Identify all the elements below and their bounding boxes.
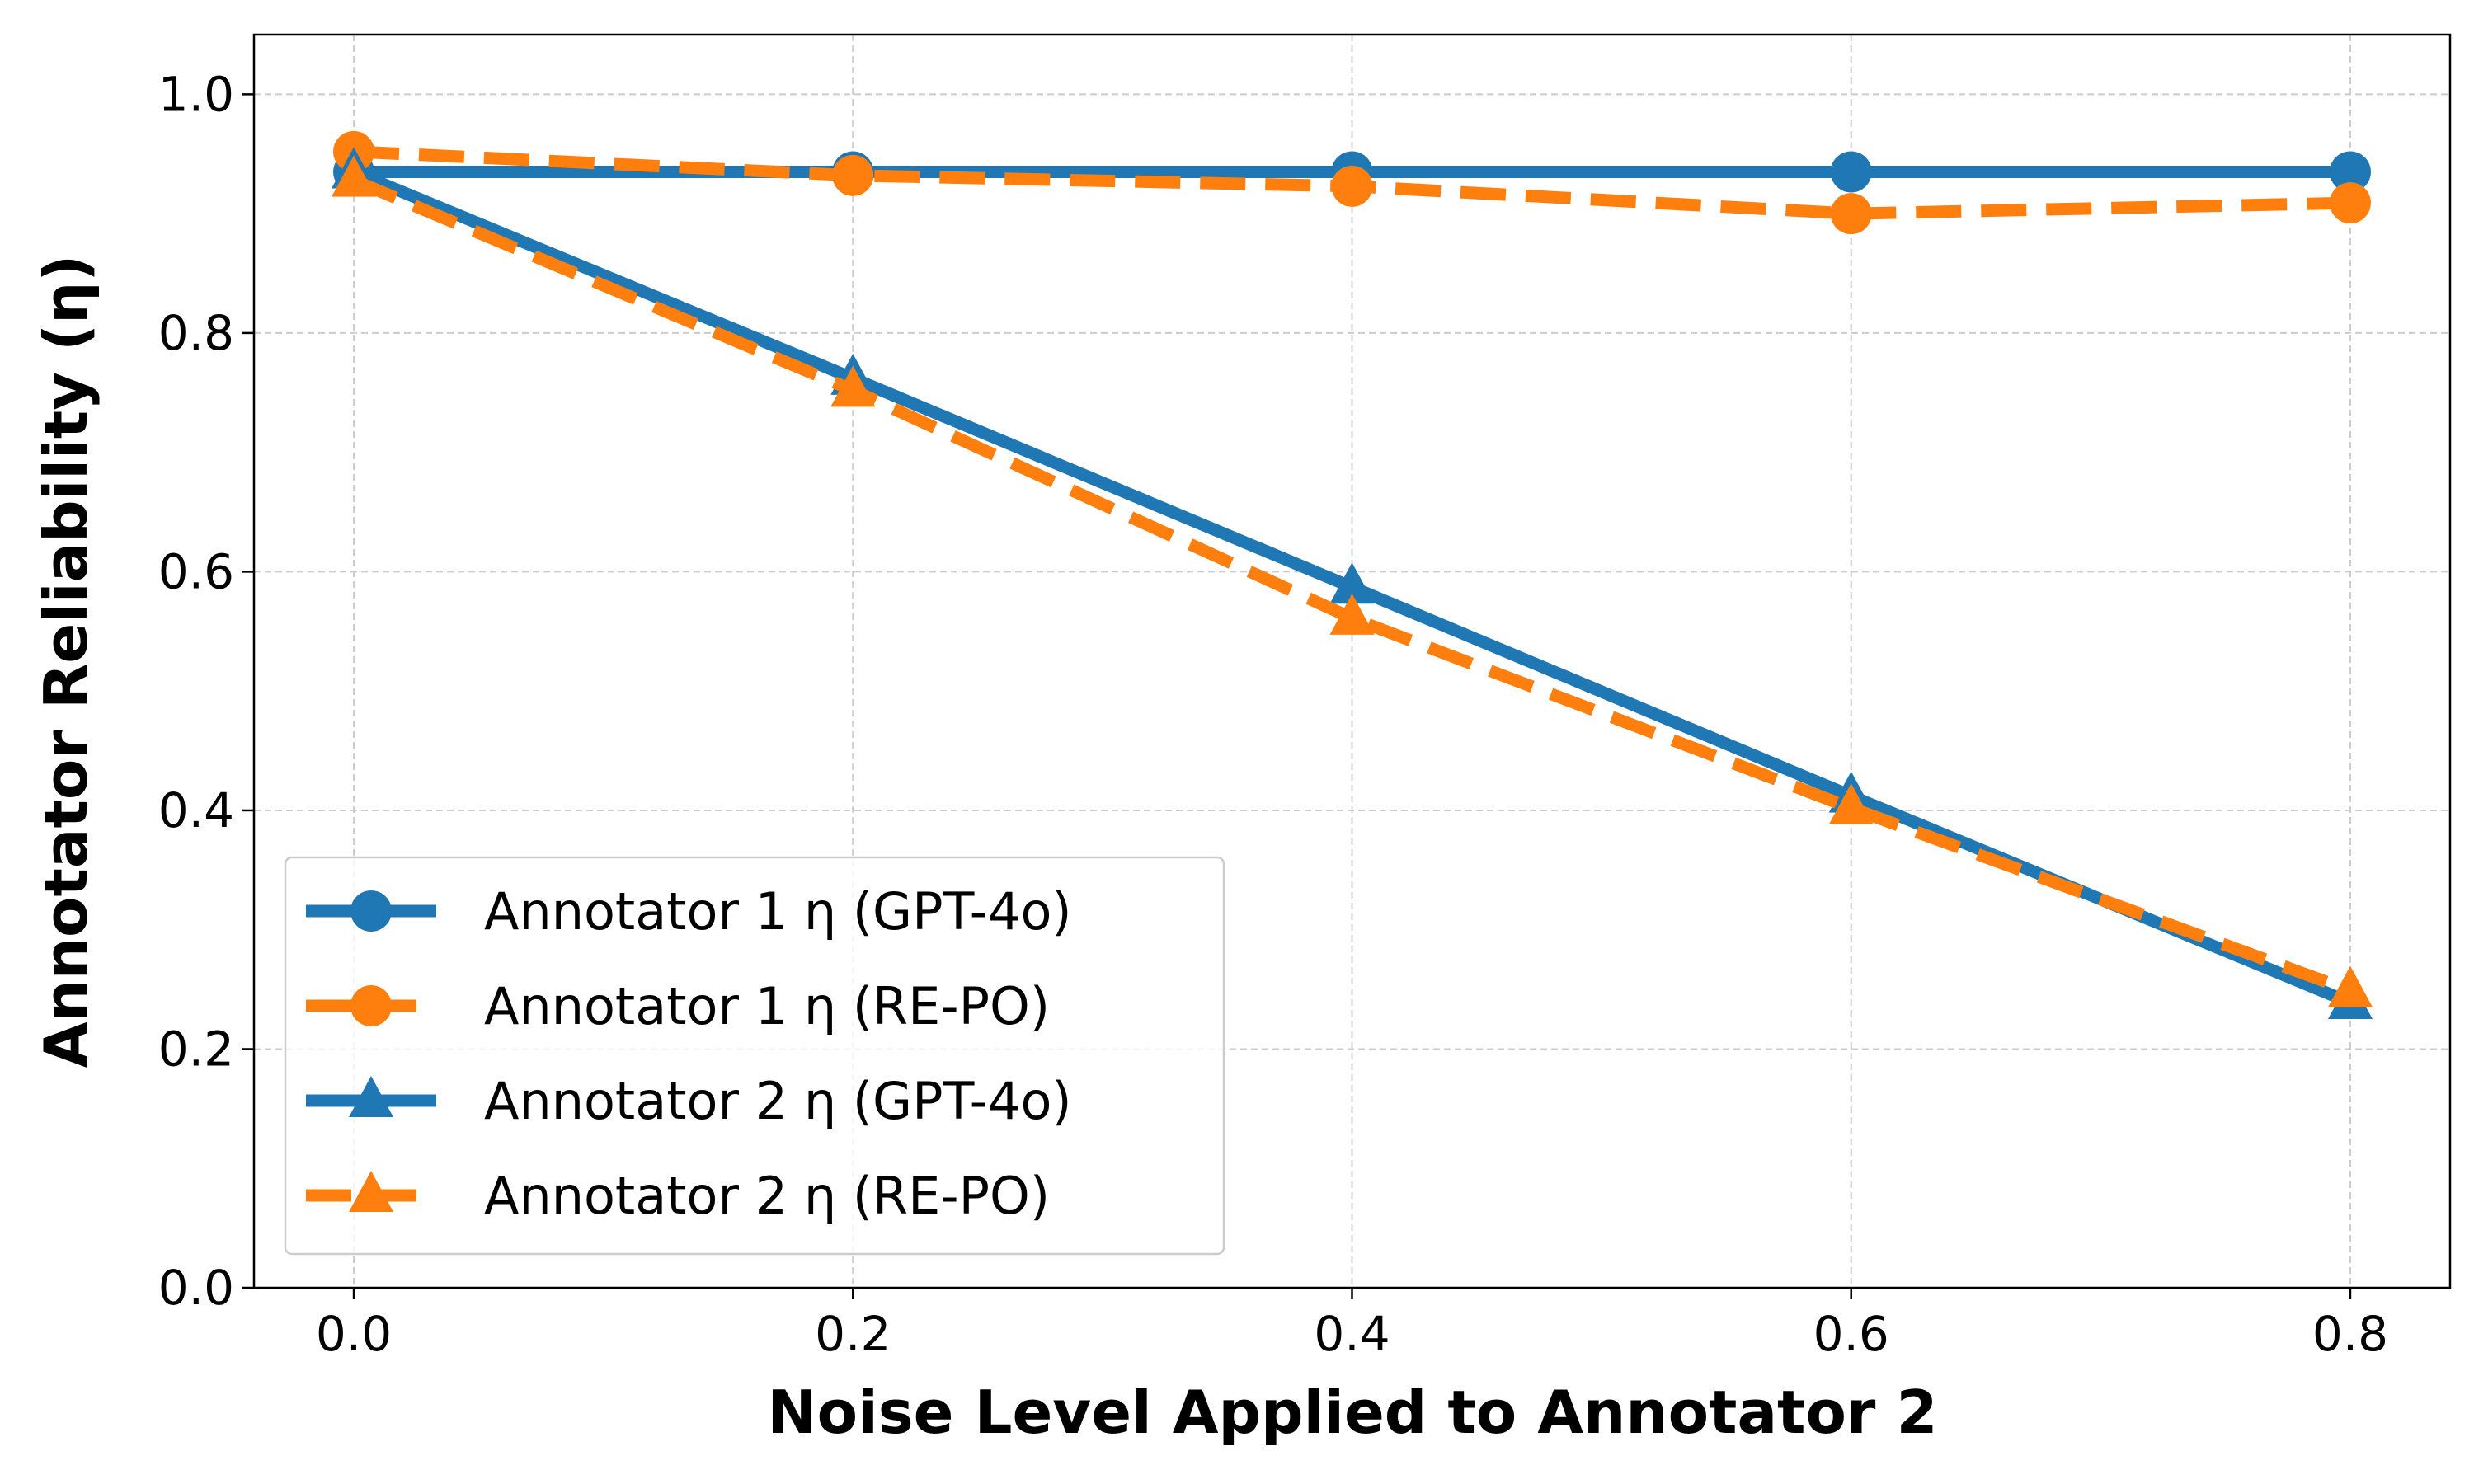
y-tick-label: 0.0 (158, 1260, 234, 1316)
series-line (351, 174, 2353, 997)
series-2 (333, 130, 2371, 235)
y-tick-label: 0.2 (158, 1021, 234, 1077)
legend: Annotator 1 η (GPT-4o) Annotator 1 η (RE-… (284, 856, 1225, 1256)
legend-label: Annotator 1 η (RE-PO) (484, 976, 1050, 1036)
legend-label: Annotator 2 η (RE-PO) (484, 1166, 1050, 1226)
data-point (2329, 182, 2371, 224)
data-point (1329, 562, 1375, 604)
y-tick-label: 0.8 (158, 305, 234, 361)
data-point (332, 155, 377, 197)
series-group (332, 130, 2373, 1020)
data-point (2327, 965, 2373, 1007)
x-tick-label: 0.0 (316, 1306, 392, 1362)
series-4 (332, 155, 2373, 1007)
data-point (1331, 165, 1373, 207)
legend-marker (350, 890, 392, 932)
x-tick-label: 0.4 (1314, 1306, 1390, 1362)
legend-label: Annotator 2 η (GPT-4o) (484, 1071, 1072, 1131)
legend-item: Annotator 1 η (GPT-4o) (306, 881, 1072, 942)
x-tick-label: 0.6 (1813, 1306, 1889, 1362)
data-point (832, 154, 874, 196)
data-point (1828, 783, 1874, 825)
legend-item: Annotator 1 η (RE-PO) (306, 976, 1050, 1036)
x-tick-label: 0.8 (2312, 1306, 2388, 1362)
x-tick-label: 0.2 (815, 1306, 891, 1362)
data-point (1830, 151, 1872, 193)
y-tick-label: 0.6 (158, 543, 234, 599)
y-axis-label: Annotator Reliability (η) (31, 255, 101, 1068)
ticks: 0.0 0.2 0.4 0.6 0.8 0.0 0.2 0.4 0.6 0.8 1.0 (158, 66, 2388, 1362)
x-axis-label: Noise Level Applied to Annotator 2 (767, 1378, 1937, 1447)
legend-item: Annotator 2 η (RE-PO) (306, 1166, 1050, 1226)
legend-label: Annotator 1 η (GPT-4o) (484, 881, 1072, 942)
data-point (2329, 151, 2371, 193)
data-point (1329, 593, 1375, 635)
legend-marker (349, 1171, 393, 1212)
data-point (830, 365, 876, 407)
data-point (1830, 193, 1872, 235)
legend-item: Annotator 2 η (GPT-4o) (306, 1071, 1072, 1131)
legend-box (284, 856, 1225, 1256)
legend-marker (350, 985, 392, 1026)
y-tick-label: 1.0 (158, 66, 234, 122)
y-tick-label: 0.4 (158, 782, 234, 838)
legend-marker (349, 1076, 393, 1117)
